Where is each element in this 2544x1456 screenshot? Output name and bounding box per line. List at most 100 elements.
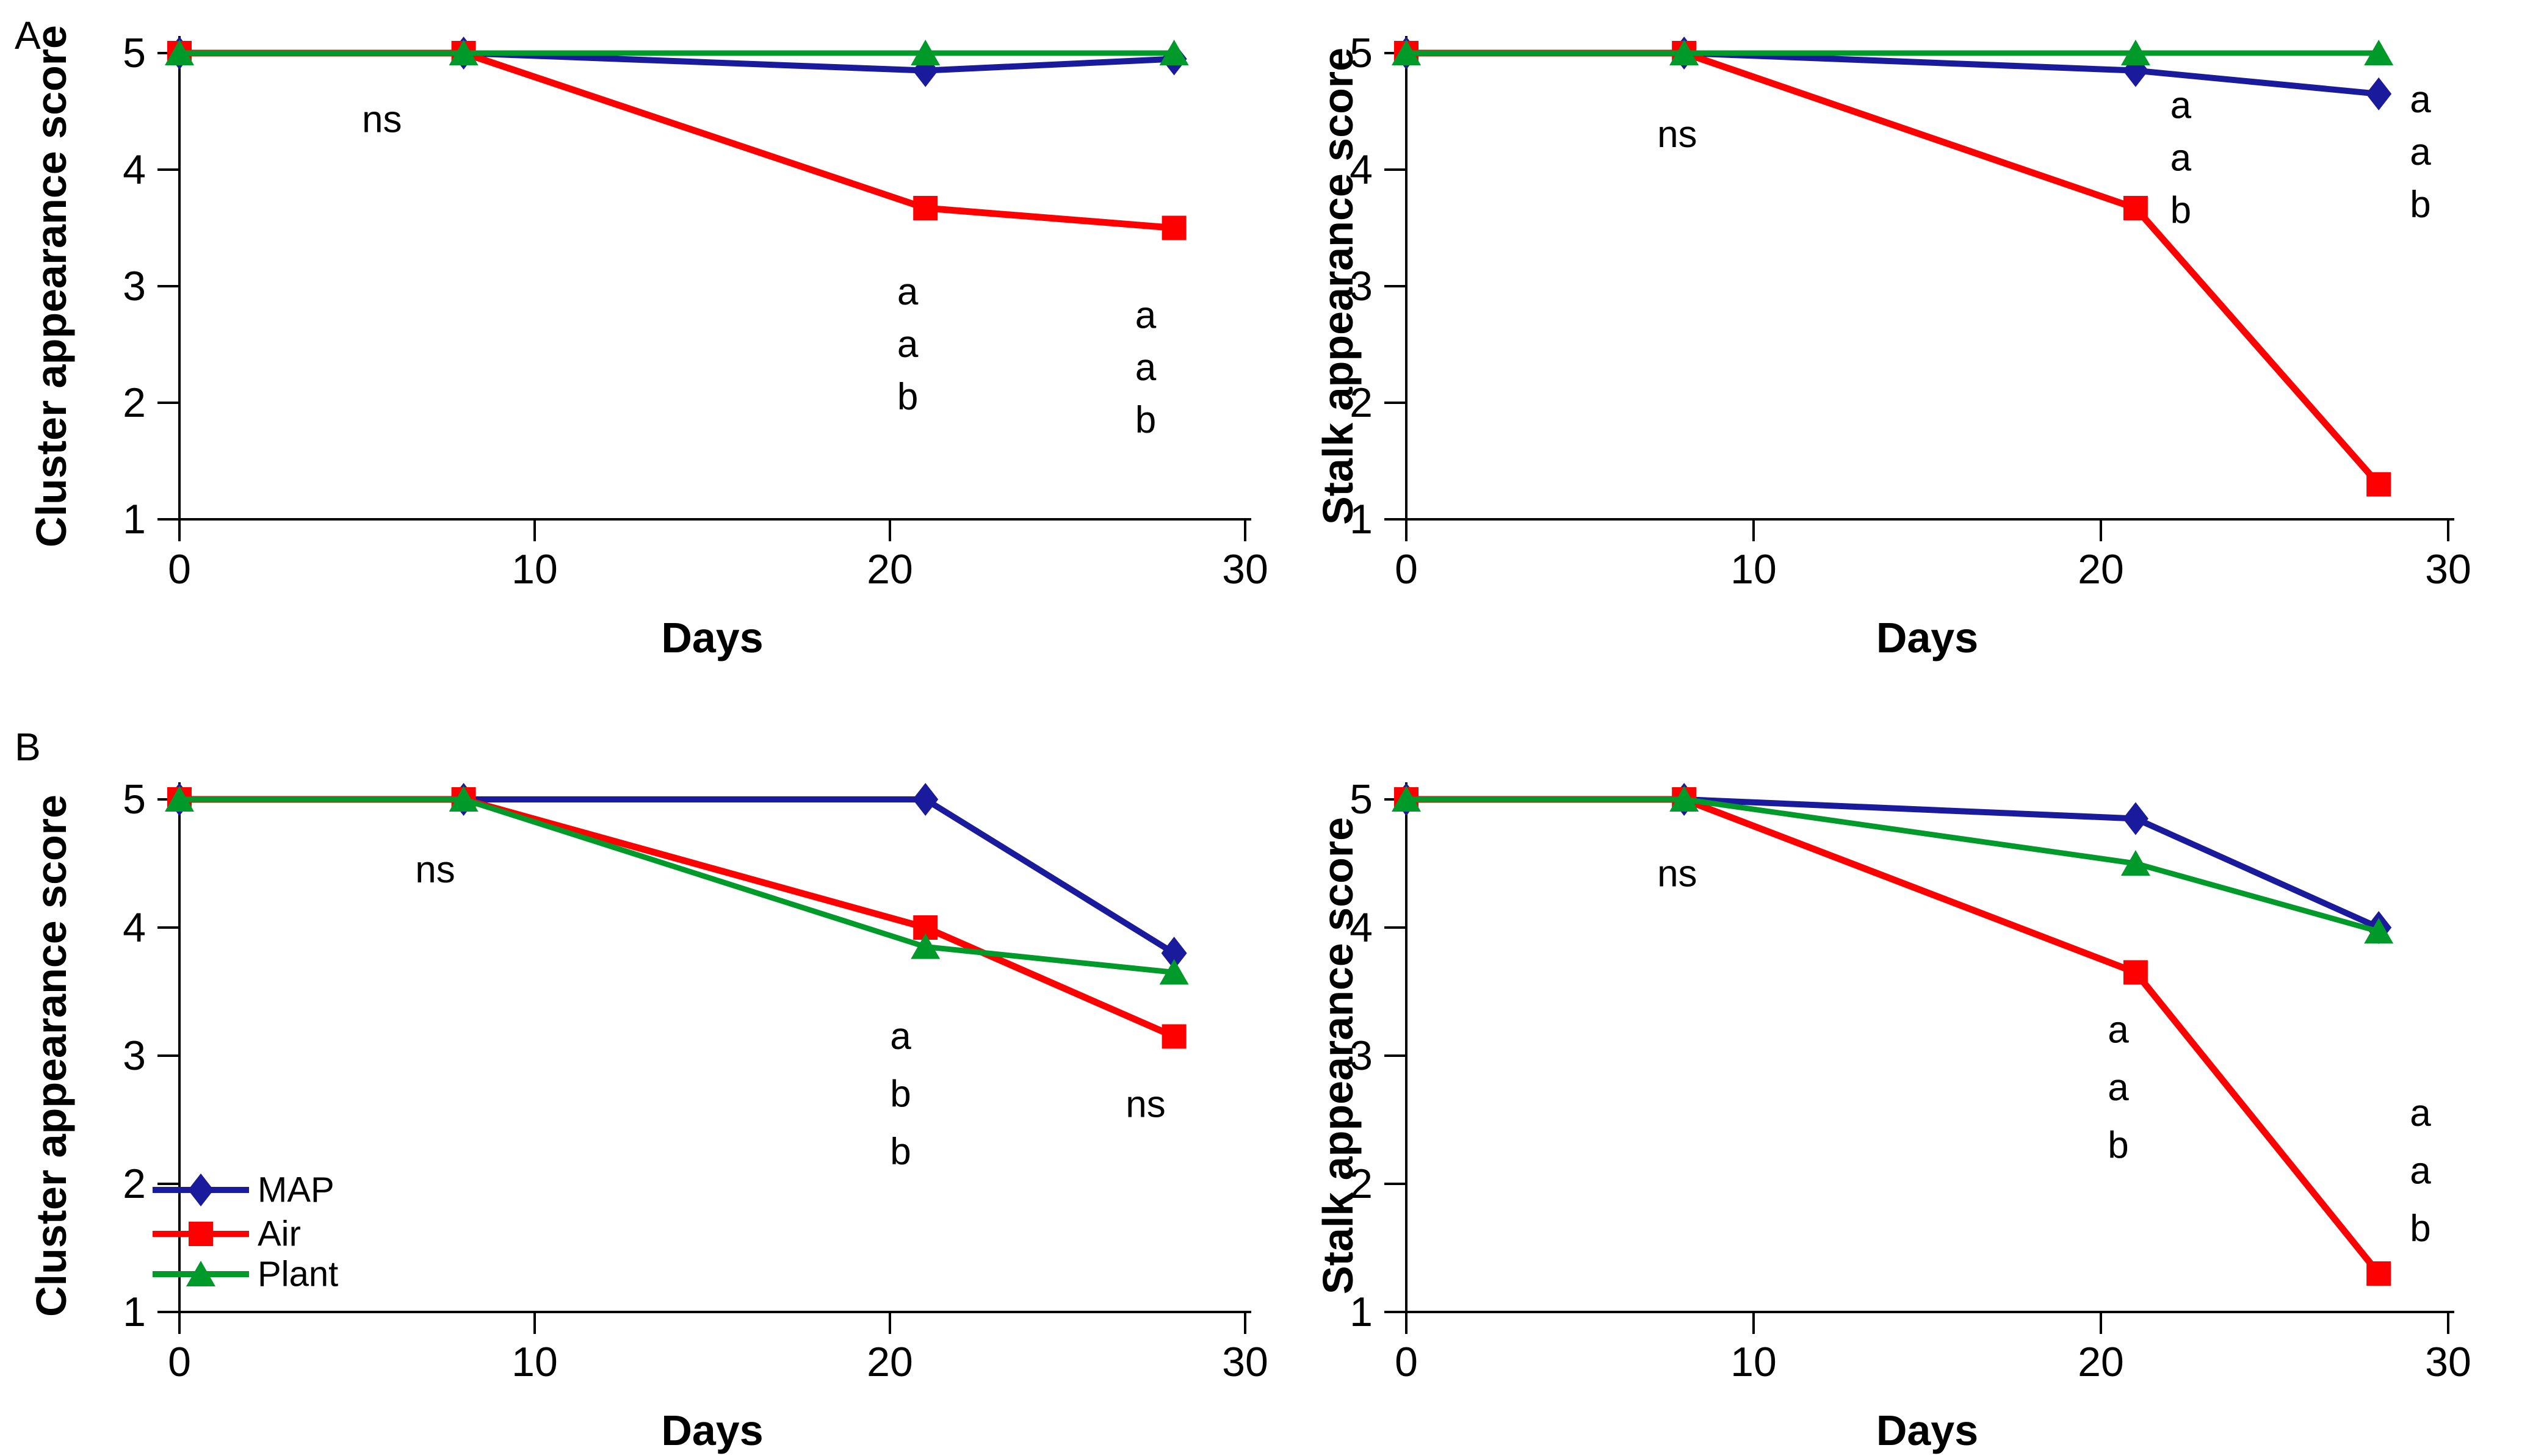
x-axis-title: Days [661,1407,763,1454]
y-tick-label: 5 [123,30,146,76]
square-marker [189,1222,213,1246]
x-axis-title: Days [661,614,763,661]
significance-annotation: ns [1126,1083,1165,1125]
triangle-marker [1669,786,1699,812]
significance-annotation: b [2108,1125,2128,1167]
series-line-map [179,796,1176,956]
y-tick-label: 2 [123,380,146,426]
panel-label-b: B [15,725,41,769]
y-tick-label: 3 [123,263,146,309]
y-tick-label: 3 [123,1033,146,1079]
diamond-marker [2366,77,2392,110]
chart-cluster-score-panel-a: 1 2 3 4 5 0 10 20 30 Days Cluster appearance score… [27,25,1268,661]
panel-label-a: A [15,13,41,57]
y-tick-label: 2 [1350,380,1373,426]
triangle-marker [165,786,194,812]
triangle-marker [911,40,941,65]
triangle-marker [1392,786,1421,812]
legend-label: MAP [258,1170,334,1210]
significance-annotation: b [2410,1208,2430,1250]
significance-annotation: ns [362,98,402,140]
significance-annotation: a [2108,1009,2129,1051]
x-tick-label: 30 [2425,1339,2471,1385]
y-axis-title: Stalk appearance score [1314,48,1362,525]
square-marker [2123,960,2148,985]
y-tick-label: 4 [123,904,146,951]
y-tick-label: 2 [1350,1161,1373,1207]
significance-annotation: b [1135,399,1156,441]
y-tick-label: 4 [1350,904,1373,951]
x-tick-label: 30 [2425,546,2471,593]
diamond-marker [1161,937,1187,970]
triangle-marker [449,40,479,65]
triangle-marker [911,933,941,959]
significance-annotation: a [1135,347,1157,389]
square-marker [2123,196,2148,221]
y-tick-label: 2 [123,1161,146,1207]
significance-annotation: a [2108,1067,2129,1109]
triangle-marker [2120,850,2150,876]
square-marker [1162,215,1187,240]
legend-label: Plant [258,1255,338,1294]
x-tick-label: 30 [1222,546,1268,593]
legend-item-air: Air [153,1214,301,1254]
legend-label: Air [258,1214,301,1254]
legend-item-plant: Plant [153,1255,338,1294]
triangle-marker [2120,40,2150,65]
significance-annotation: b [890,1073,911,1115]
square-marker [2366,1261,2391,1286]
series-line-plant [1406,796,2380,934]
x-tick-label: 10 [1730,546,1777,593]
series-line-air [179,49,1175,231]
chart-cluster-score-panel-b: 1 2 3 4 5 0 10 20 30 Days Cluster appearance score… [27,776,1268,1454]
significance-annotation: a [2410,79,2431,121]
chart-stalk-score-panel-a: 1 2 3 4 5 0 10 20 30 Days Stalk appearance score ns… [1314,30,2471,661]
triangle-marker [2364,40,2394,65]
y-tick-label: 5 [1350,30,1373,76]
y-tick-label: 1 [1350,1289,1373,1335]
legend-item-map: MAP [153,1170,334,1210]
diamond-marker [188,1173,214,1206]
series-line-air [1406,49,2382,487]
y-axis-title: Cluster appearance score [27,795,75,1317]
significance-annotation: b [2410,184,2430,226]
significance-annotation: b [890,1131,911,1173]
significance-annotation: ns [415,849,455,891]
triangle-marker [1159,959,1189,985]
x-tick-label: 20 [2078,1339,2124,1385]
significance-annotation: a [2410,1092,2431,1134]
series-line-plant [179,796,1175,975]
triangle-marker [1669,40,1699,65]
x-tick-label: 0 [168,1339,191,1385]
y-tick-label: 3 [1350,1033,1373,1079]
x-tick-label: 0 [168,546,191,593]
triangle-marker [1159,40,1189,65]
significance-annotation: ns [1657,114,1697,156]
y-tick-label: 5 [1350,776,1373,823]
significance-annotation: a [897,323,919,366]
y-tick-label: 1 [123,1289,146,1335]
y-tick-label: 4 [1350,146,1373,193]
significance-annotation: a [2410,131,2431,173]
y-axis-title: Stalk appearance score [1314,817,1362,1294]
y-axis-title: Cluster appearance score [27,25,75,547]
x-tick-label: 20 [867,1339,913,1385]
x-tick-label: 20 [2078,546,2124,593]
x-tick-label: 10 [511,546,558,593]
significance-annotation: b [2170,189,2191,231]
x-tick-label: 20 [867,546,913,593]
y-tick-label: 5 [123,776,146,823]
triangle-marker [186,1261,215,1286]
x-tick-label: 10 [1730,1339,1777,1385]
significance-annotation: a [2170,84,2192,126]
square-marker [2366,472,2391,497]
x-axis-title: Days [1876,614,1978,661]
significance-annotation: b [897,376,918,418]
y-tick-label: 1 [123,496,146,542]
triangle-marker [2364,918,2394,944]
triangle-marker [165,40,194,65]
square-marker [913,196,938,221]
x-tick-label: 10 [511,1339,558,1385]
series-line-map [1406,796,2380,931]
